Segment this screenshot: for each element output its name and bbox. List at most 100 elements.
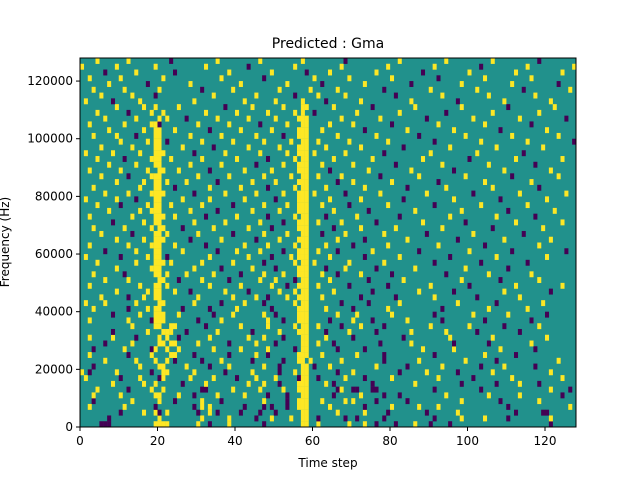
y-tick-label: 120000 [27, 74, 73, 88]
heatmap-cell [130, 230, 135, 237]
heatmap-cell [347, 202, 352, 209]
heatmap-cell [432, 294, 437, 301]
heatmap-cell [196, 121, 201, 128]
heatmap-cell [95, 259, 100, 266]
heatmap-cell [444, 58, 449, 64]
heatmap-cell [378, 340, 383, 347]
heatmap-cell [432, 386, 437, 393]
heatmap-cell [471, 375, 476, 382]
heatmap-cell [382, 323, 387, 330]
heatmap-cell [324, 144, 329, 151]
heatmap-cell [304, 156, 309, 162]
heatmap-cell [134, 196, 139, 203]
heatmap-cell [304, 415, 309, 422]
heatmap-cell [246, 115, 251, 122]
heatmap-cell [386, 282, 391, 289]
heatmap-cell [436, 179, 441, 185]
heatmap-cell [297, 167, 302, 174]
heatmap-cell [83, 300, 88, 307]
heatmap-cell [390, 403, 395, 410]
heatmap-cell [138, 98, 143, 105]
heatmap-cell [281, 132, 286, 139]
heatmap-cell [262, 75, 267, 82]
heatmap-cell [467, 69, 472, 76]
heatmap-cell [397, 213, 402, 220]
heatmap-cell [277, 144, 282, 151]
heatmap-cell [300, 277, 305, 284]
heatmap-cell [161, 340, 166, 347]
heatmap-cell [541, 144, 546, 151]
heatmap-cell [273, 340, 278, 347]
heatmap-cell [138, 311, 143, 318]
heatmap-cell [320, 352, 325, 358]
heatmap-cell [281, 190, 286, 197]
heatmap-cell [273, 311, 278, 318]
heatmap-cell [300, 230, 305, 237]
heatmap-cell [304, 282, 309, 289]
heatmap-cell [266, 346, 271, 353]
heatmap-cell [397, 58, 402, 64]
heatmap-cell [328, 363, 333, 370]
heatmap-cell [142, 179, 147, 185]
heatmap-cell [227, 352, 232, 358]
heatmap-cell [277, 363, 282, 370]
heatmap-cell [153, 380, 158, 387]
heatmap-cell [444, 392, 449, 399]
heatmap-cell [157, 409, 162, 416]
heatmap-cell [308, 86, 313, 93]
heatmap-cell [335, 346, 340, 353]
heatmap-cell [118, 75, 123, 82]
heatmap-cell [142, 236, 147, 243]
heatmap-cell [300, 254, 305, 260]
heatmap-cell [436, 242, 441, 249]
heatmap-cell [297, 161, 302, 168]
heatmap-cell [153, 392, 158, 399]
heatmap-cell [269, 127, 274, 134]
heatmap-cell [390, 179, 395, 185]
heatmap-cell [266, 317, 271, 324]
heatmap-cell [436, 403, 441, 410]
heatmap-cell [176, 277, 181, 284]
heatmap-cell [312, 363, 317, 370]
heatmap-cell [300, 317, 305, 324]
heatmap-cell [405, 317, 410, 324]
heatmap-cell [157, 121, 162, 128]
heatmap-cell [362, 236, 367, 243]
heatmap-cell [254, 92, 259, 99]
heatmap-cell [200, 202, 205, 209]
heatmap-cell [114, 104, 119, 111]
heatmap-cell [541, 225, 546, 232]
heatmap-cell [126, 242, 131, 249]
heatmap-cell [556, 81, 561, 87]
heatmap-cell [300, 167, 305, 174]
heatmap-cell [417, 173, 422, 180]
x-tick-label: 0 [76, 434, 84, 448]
heatmap-cell [169, 352, 174, 358]
x-tick-label: 100 [456, 434, 479, 448]
heatmap-cell [297, 305, 302, 312]
heatmap-cell [343, 230, 348, 237]
heatmap-cell [386, 409, 391, 416]
heatmap-cell [153, 173, 158, 180]
heatmap-cell [455, 369, 460, 376]
heatmap-cell [134, 259, 139, 266]
heatmap-cell [114, 196, 119, 203]
heatmap-cell [401, 334, 406, 341]
heatmap-cell [494, 300, 499, 307]
heatmap-cell [300, 184, 305, 191]
heatmap-cell [200, 138, 205, 145]
heatmap-cell [114, 63, 119, 70]
heatmap-cell [300, 202, 305, 209]
heatmap-cell [157, 311, 162, 318]
heatmap-cell [227, 121, 232, 128]
heatmap-cell [258, 219, 263, 226]
heatmap-cell [304, 300, 309, 307]
heatmap-cell [300, 380, 305, 387]
heatmap-cell [374, 363, 379, 370]
heatmap-cell [192, 369, 197, 376]
x-tick-label: 60 [305, 434, 320, 448]
heatmap-cell [118, 167, 123, 174]
heatmap-cell [161, 421, 166, 428]
heatmap-cell [328, 277, 333, 284]
heatmap-cell [506, 415, 511, 422]
